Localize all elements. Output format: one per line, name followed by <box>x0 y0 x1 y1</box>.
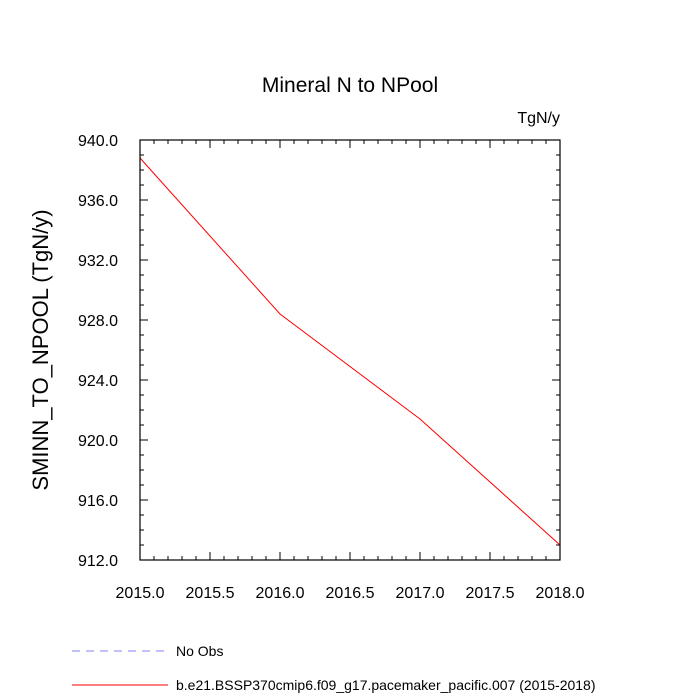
chart-title: Mineral N to NPool <box>262 74 438 97</box>
x-tick-label: 2015.5 <box>186 585 235 602</box>
y-tick-label: 920.0 <box>78 433 118 450</box>
y-tick-label: 924.0 <box>78 373 118 390</box>
y-axis-label: SMINN_TO_NPOOL (TgN/y) <box>28 209 53 490</box>
y-tick-label: 912.0 <box>78 553 118 570</box>
y-tick-label: 940.0 <box>78 133 118 150</box>
legend-label: No Obs <box>176 643 223 659</box>
y-tick-label: 932.0 <box>78 253 118 270</box>
y-tick-label: 916.0 <box>78 493 118 510</box>
y-tick-label: 928.0 <box>78 313 118 330</box>
x-tick-label: 2018.0 <box>536 585 585 602</box>
x-tick-label: 2015.0 <box>116 585 165 602</box>
series-layer <box>139 157 561 546</box>
plot-frame <box>139 139 561 561</box>
x-tick-label: 2016.5 <box>326 585 375 602</box>
legend-label: b.e21.BSSP370cmip6.f09_g17.pacemaker_pac… <box>176 677 596 693</box>
x-tick-label: 2017.0 <box>396 585 445 602</box>
series-line-0 <box>139 157 561 546</box>
axis-ticks: 2015.0 2015.5 2016.0 2016.5 2017.0 2017.5 2018… <box>78 133 585 602</box>
x-tick-label: 2017.5 <box>466 585 515 602</box>
y-tick-label: 936.0 <box>78 193 118 210</box>
units-label: TgN/y <box>517 110 560 127</box>
legend: No Obs b.e21.BSSP370cmip6.f09_g17.pacemak… <box>72 643 596 693</box>
x-tick-label: 2016.0 <box>256 585 305 602</box>
